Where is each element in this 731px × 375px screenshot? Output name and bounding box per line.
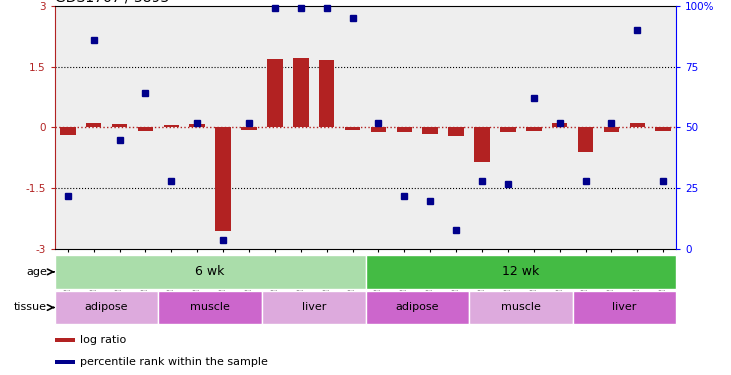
Bar bbox=[366, 255, 676, 289]
Text: muscle: muscle bbox=[190, 303, 230, 312]
Bar bbox=[572, 291, 676, 324]
Bar bbox=[448, 128, 464, 136]
Text: percentile rank within the sample: percentile rank within the sample bbox=[80, 357, 268, 367]
Bar bbox=[500, 128, 515, 132]
Text: muscle: muscle bbox=[501, 303, 541, 312]
Text: 6 wk: 6 wk bbox=[195, 266, 225, 278]
Bar bbox=[629, 123, 645, 128]
Bar bbox=[55, 291, 159, 324]
Bar bbox=[552, 123, 567, 128]
Bar bbox=[60, 128, 75, 135]
Bar bbox=[216, 128, 231, 231]
Bar bbox=[656, 128, 671, 131]
Bar bbox=[474, 128, 490, 162]
Bar bbox=[137, 128, 154, 131]
Bar bbox=[577, 128, 594, 152]
Bar bbox=[55, 255, 366, 289]
Text: log ratio: log ratio bbox=[80, 335, 126, 345]
Text: adipose: adipose bbox=[85, 303, 129, 312]
Bar bbox=[293, 58, 308, 128]
Bar bbox=[241, 128, 257, 129]
Bar bbox=[366, 291, 469, 324]
Bar bbox=[267, 59, 283, 128]
Bar bbox=[604, 128, 619, 132]
Bar bbox=[469, 291, 572, 324]
Text: tissue: tissue bbox=[14, 303, 47, 312]
Bar bbox=[396, 128, 412, 132]
Bar bbox=[371, 128, 386, 132]
Bar bbox=[189, 124, 205, 128]
Bar bbox=[262, 291, 366, 324]
Bar bbox=[345, 128, 360, 129]
Text: GDS1767 / 3893: GDS1767 / 3893 bbox=[55, 0, 169, 4]
Bar bbox=[86, 123, 102, 128]
Text: 12 wk: 12 wk bbox=[502, 266, 539, 278]
Bar bbox=[164, 126, 179, 128]
Text: age: age bbox=[26, 267, 47, 277]
Bar bbox=[55, 360, 75, 364]
Text: liver: liver bbox=[301, 303, 326, 312]
Text: liver: liver bbox=[612, 303, 637, 312]
Text: adipose: adipose bbox=[395, 303, 439, 312]
Bar bbox=[319, 60, 334, 128]
Bar bbox=[526, 128, 542, 131]
Bar bbox=[423, 128, 438, 134]
Bar bbox=[55, 338, 75, 342]
Bar bbox=[112, 124, 127, 128]
Bar bbox=[159, 291, 262, 324]
